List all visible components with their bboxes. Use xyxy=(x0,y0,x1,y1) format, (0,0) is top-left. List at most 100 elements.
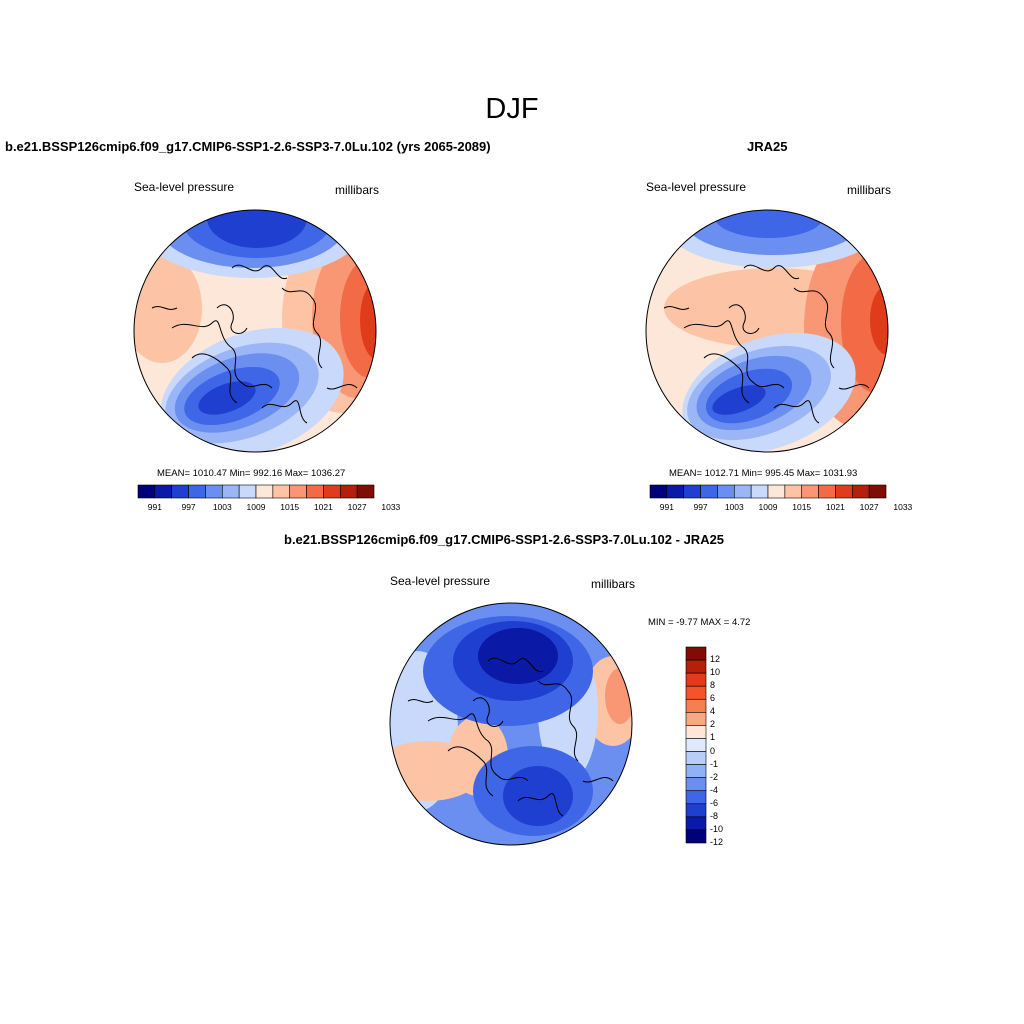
panel1-title: b.e21.BSSP126cmip6.f09_g17.CMIP6-SSP1-2.… xyxy=(5,139,491,154)
colorbar-swatch xyxy=(666,484,685,499)
colorbar-tick-label: 0 xyxy=(710,745,716,756)
colorbar-swatch xyxy=(272,484,291,499)
colorbar-tick-label: 1027 xyxy=(347,502,367,512)
coastline xyxy=(407,699,434,703)
panel1-colorbar xyxy=(137,484,375,499)
panel1-stats: MEAN= 1010.47 Min= 992.16 Max= 1036.27 xyxy=(157,468,346,479)
colorbar-tick-label: 997 xyxy=(693,502,708,512)
colorbar-swatch xyxy=(306,484,324,499)
colorbar-swatch xyxy=(238,484,257,499)
colorbar-swatch xyxy=(685,764,707,778)
colorbar-tick-label: 1027 xyxy=(859,502,879,512)
pressure-contour-region xyxy=(870,285,888,355)
coastline xyxy=(582,776,614,783)
colorbar-tick-label: 991 xyxy=(659,502,674,512)
panel3-units-label: millibars xyxy=(591,577,636,591)
coastline xyxy=(281,287,323,369)
colorbar-swatch xyxy=(801,484,819,499)
colorbar-swatch xyxy=(685,685,707,700)
panel2-units-label: millibars xyxy=(847,183,892,197)
colorbar-tick-label: 1015 xyxy=(792,502,812,512)
panel1-polar-map xyxy=(133,209,377,453)
coastline xyxy=(447,746,494,797)
colorbar-swatch xyxy=(255,484,274,499)
coastline xyxy=(151,306,178,310)
panel2-variable-label: Sea-level pressure xyxy=(646,180,747,194)
colorbar-swatch xyxy=(685,659,707,674)
colorbar-swatch xyxy=(154,484,173,499)
pressure-contour-region xyxy=(714,210,824,238)
panel3-polar-map xyxy=(389,602,633,846)
panel2-title: JRA25 xyxy=(747,139,788,154)
colorbar-swatch xyxy=(717,484,735,499)
colorbar-tick-label: -10 xyxy=(710,823,724,834)
colorbar-swatch xyxy=(685,646,707,661)
colorbar-swatch xyxy=(205,484,223,499)
colorbar-tick-label: -6 xyxy=(710,797,719,808)
colorbar-tick-label: 1003 xyxy=(212,502,232,512)
panel3-title: b.e21.BSSP126cmip6.f09_g17.CMIP6-SSP1-2.… xyxy=(284,532,725,547)
pressure-contour-region xyxy=(198,381,256,415)
coastline xyxy=(326,383,358,390)
pressure-contour-region xyxy=(605,668,632,724)
colorbar-swatch xyxy=(685,738,707,752)
map-boundary xyxy=(389,602,633,846)
coastline xyxy=(472,697,504,727)
colorbar-swatch xyxy=(685,751,707,765)
panel2-polar-map xyxy=(645,209,889,453)
pressure-contour-region xyxy=(478,628,558,684)
colorbar-swatch xyxy=(685,698,707,713)
coastline xyxy=(537,680,579,762)
panel2-colorbar xyxy=(649,484,887,499)
panel1-variable-label: Sea-level pressure xyxy=(134,180,235,194)
colorbar-swatch xyxy=(137,484,156,499)
panel3-stats: MIN = -9.77 MAX = 4.72 xyxy=(648,617,751,628)
colorbar-tick-label: 1003 xyxy=(724,502,744,512)
colorbar-tick-label: 2 xyxy=(710,719,716,730)
colorbar-tick-label: 1033 xyxy=(893,502,913,512)
coastline xyxy=(703,353,750,404)
colorbar-swatch xyxy=(685,712,707,726)
colorbar-swatch xyxy=(733,484,752,499)
colorbar-tick-label: 991 xyxy=(147,502,162,512)
colorbar-swatch xyxy=(685,672,707,687)
colorbar-tick-label: 1015 xyxy=(280,502,300,512)
colorbar-swatch xyxy=(685,790,707,805)
colorbar-tick-label: 8 xyxy=(710,680,716,691)
colorbar-tick-label: 997 xyxy=(181,502,196,512)
colorbar-swatch xyxy=(851,484,870,499)
coastline xyxy=(191,353,238,404)
colorbar-swatch xyxy=(868,484,887,499)
panel3-colorbar xyxy=(685,646,707,844)
colorbar-tick-label: 6 xyxy=(710,693,716,704)
coastline xyxy=(427,713,529,782)
colorbar-swatch xyxy=(750,484,769,499)
colorbar-swatch xyxy=(649,484,668,499)
map-boundary xyxy=(645,209,889,453)
coastline xyxy=(231,264,288,280)
colorbar-swatch xyxy=(289,484,307,499)
coastline xyxy=(728,304,760,334)
coastline xyxy=(773,400,820,424)
colorbar-swatch xyxy=(171,484,189,499)
coastline xyxy=(683,320,785,389)
colorbar-tick-label: -12 xyxy=(710,837,724,847)
colorbar-swatch xyxy=(221,484,240,499)
colorbar-swatch xyxy=(685,816,707,831)
colorbar-swatch xyxy=(323,484,341,499)
colorbar-swatch xyxy=(767,484,786,499)
coastline xyxy=(487,657,544,673)
pressure-contour-region xyxy=(503,766,573,826)
colorbar-tick-label: -8 xyxy=(710,810,719,821)
pressure-contour-region xyxy=(712,385,766,415)
colorbar-tick-label: 1021 xyxy=(825,502,845,512)
colorbar-tick-label: -2 xyxy=(710,771,719,782)
pressure-contour-region xyxy=(134,253,202,363)
coastline xyxy=(171,320,273,389)
panel3-variable-label: Sea-level pressure xyxy=(390,574,491,588)
figure-title: DJF xyxy=(485,93,539,125)
pressure-contour-region xyxy=(207,210,307,248)
colorbar-tick-label: 12 xyxy=(710,654,721,665)
map-boundary xyxy=(133,209,377,453)
coastline xyxy=(216,304,248,334)
